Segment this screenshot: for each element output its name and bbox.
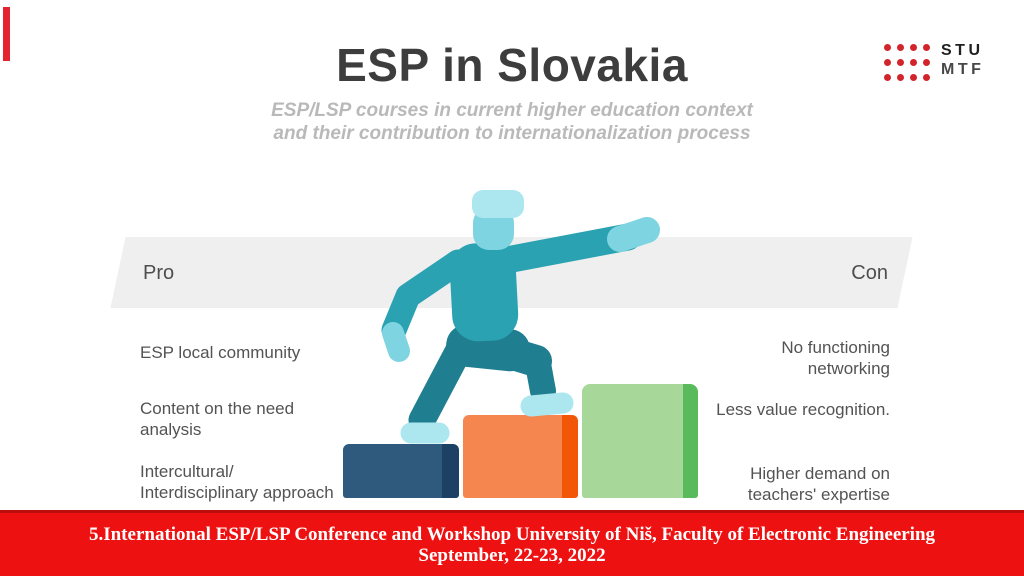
pro-item-text: Interdisciplinary approach (140, 483, 334, 502)
list-item: Higher demand on teachers' expertise (748, 463, 890, 505)
step-2-edge (562, 415, 578, 498)
page-title: ESP in Slovakia (336, 39, 688, 91)
climbing-person-illustration (381, 190, 660, 444)
con-item-text: No functioning (781, 338, 890, 357)
person-left-arm (381, 249, 471, 343)
pro-item-text: Intercultural/ (140, 462, 234, 481)
footer-line-1: 5.International ESP/LSP Conference and W… (88, 524, 936, 545)
step-2-block (463, 415, 562, 498)
subtitle-line-2: and their contribution to internationali… (273, 123, 751, 144)
step-1-block (343, 444, 442, 498)
pro-item-text: Content on the need (140, 399, 295, 418)
red-accent-bar (3, 7, 10, 61)
list-item: ESP local community (140, 342, 300, 363)
list-item: Content on the need analysis (140, 398, 294, 440)
step-1-edge (442, 444, 459, 498)
con-item-text: Less value recognition. (716, 400, 890, 419)
person-front-shoe (520, 392, 574, 417)
list-item: Intercultural/ Interdisciplinary approac… (140, 461, 334, 503)
con-heading: Con (851, 262, 888, 284)
logo-text: STU MTF (941, 41, 984, 81)
subtitle-line-1: ESP/LSP courses in current higher educat… (271, 100, 753, 121)
stu-mtf-logo: STU MTF (884, 41, 984, 81)
step-3-block (582, 384, 683, 498)
person-left-hand (382, 322, 410, 362)
footer-line-2: September, 22-23, 2022 (418, 545, 606, 566)
person-front-calf (525, 351, 556, 404)
logo-line-mtf: MTF (941, 61, 985, 78)
con-item-text: teachers' expertise (747, 485, 890, 504)
logo-dots-icon (884, 44, 930, 81)
pro-item-text: analysis (140, 420, 202, 439)
con-item-text: networking (807, 359, 890, 378)
list-item: No functioning networking (781, 337, 890, 379)
pro-heading: Pro (143, 262, 175, 284)
pro-item-text: ESP local community (140, 343, 301, 362)
person-right-hand (607, 217, 660, 252)
footer-bar: 5.International ESP/LSP Conference and W… (0, 510, 1024, 576)
list-item: Less value recognition. (716, 399, 890, 420)
con-item-text: Higher demand on (750, 464, 890, 483)
person-cap (472, 190, 524, 218)
step-3-edge (683, 384, 698, 498)
logo-line-stu: STU (941, 42, 984, 59)
slide-subtitle: ESP/LSP courses in current higher educat… (0, 99, 1024, 145)
